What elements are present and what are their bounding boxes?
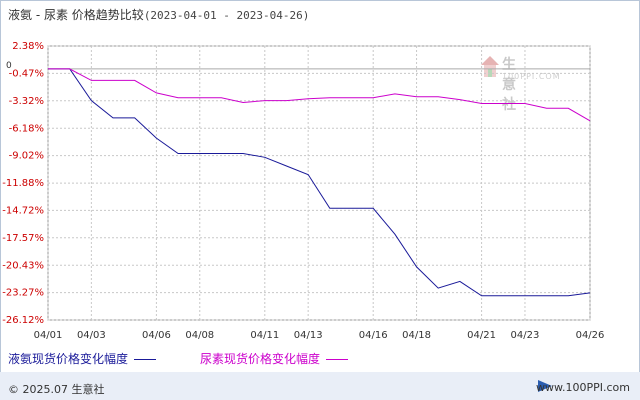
y-tick-label: 2.38% — [12, 41, 44, 52]
x-tick-label: 04/03 — [77, 330, 106, 341]
y-tick-label: -23.27% — [2, 288, 44, 299]
series-lines — [48, 68, 591, 297]
y-tick-label: -3.32% — [9, 96, 44, 107]
x-tick-label: 04/21 — [467, 330, 496, 341]
y-tick-label: -20.43% — [2, 260, 44, 271]
x-tick-label: 04/26 — [576, 330, 605, 341]
x-tick-label: 04/16 — [359, 330, 388, 341]
grid — [47, 45, 591, 321]
x-axis-ticks: 04/01 04/03 04/06 04/08 04/11 04/13 04/16 04/18… — [34, 330, 605, 341]
x-tick-label: 04/11 — [250, 330, 279, 341]
line-chart: 0 2.38% -0.47% -3.32% -6.18% -9.02% -11.88% -1… — [2, 41, 605, 341]
y-axis-ticks: 2.38% -0.47% -3.32% -6.18% -9.02% -11.88% -14.… — [2, 41, 44, 326]
x-tick-label: 04/08 — [185, 330, 214, 341]
legend-label-ammonia: 液氨现货价格变化幅度 — [8, 352, 129, 366]
legend-label-urea: 尿素现货价格变化幅度 — [200, 352, 321, 366]
footer-site-link[interactable]: www.100PPI.com — [536, 381, 630, 394]
y-tick-label: -9.02% — [9, 151, 44, 162]
x-tick-label: 04/23 — [511, 330, 540, 341]
zero-label: 0 — [6, 61, 12, 71]
title-series-names: 液氨 - 尿素 — [8, 8, 68, 22]
y-tick-label: -14.72% — [2, 205, 44, 216]
x-tick-label: 04/18 — [402, 330, 431, 341]
y-tick-label: -26.12% — [2, 315, 44, 326]
x-tick-label: 04/06 — [142, 330, 171, 341]
y-tick-label: -17.57% — [2, 233, 44, 244]
legend-item-urea: 尿素现货价格变化幅度 — [200, 350, 349, 367]
footer-bar: © 2025.07 生意社 www.100PPI.com — [0, 372, 640, 400]
title-subtitle: 价格趋势比较 — [71, 8, 144, 22]
series-line-urea — [48, 68, 591, 122]
legend-swatch-urea — [326, 359, 349, 360]
y-tick-label: -11.88% — [2, 178, 44, 189]
series-line-ammonia — [48, 68, 591, 297]
x-tick-label: 04/01 — [34, 330, 63, 341]
y-tick-label: -6.18% — [9, 123, 44, 134]
x-tick-label: 04/13 — [294, 330, 323, 341]
y-tick-label: -0.47% — [9, 68, 44, 79]
legend-swatch-ammonia — [134, 359, 157, 360]
chart-title: 液氨 - 尿素 价格趋势比较(2023-04-01 - 2023-04-26) — [8, 6, 309, 23]
footer-copyright: © 2025.07 生意社 — [8, 383, 105, 396]
watermark-url: 100PPI.COM — [502, 72, 561, 81]
arrow-right-icon — [538, 380, 552, 392]
legend-item-ammonia: 液氨现货价格变化幅度 — [8, 350, 157, 367]
title-date-range: (2023-04-01 - 2023-04-26) — [143, 9, 310, 22]
